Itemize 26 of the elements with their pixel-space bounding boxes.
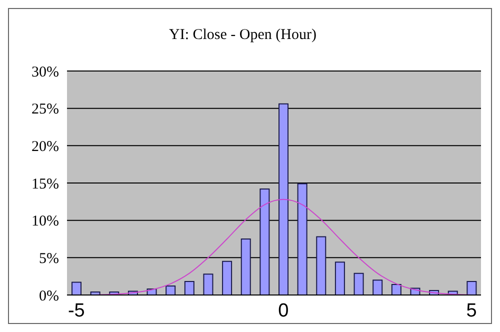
y-tick-label: 0%	[39, 288, 59, 304]
x-tick-label: 0	[278, 300, 289, 322]
bar	[72, 282, 82, 295]
y-tick-label: 30%	[32, 64, 59, 80]
bar	[240, 238, 251, 295]
y-tick-label: 20%	[32, 138, 59, 155]
bar	[278, 103, 288, 295]
bar	[184, 281, 194, 295]
bar	[260, 188, 270, 295]
bar	[166, 286, 176, 295]
bar	[222, 260, 232, 295]
bar	[372, 280, 383, 295]
bar	[354, 272, 364, 295]
x-tick-label: -5	[68, 300, 85, 322]
bar	[466, 281, 477, 295]
bar	[391, 284, 402, 295]
y-tick-label: 25%	[32, 102, 59, 118]
x-tick-label: 5	[466, 300, 477, 322]
bar	[334, 262, 345, 295]
bar	[203, 274, 214, 295]
chart-title: YI: Close - Open (Hour)	[169, 27, 316, 44]
bar	[316, 236, 326, 295]
y-tick-label: 15%	[32, 176, 59, 192]
y-tick-label: 10%	[32, 214, 59, 230]
bar	[297, 183, 308, 295]
y-tick-label: 5%	[39, 250, 59, 267]
